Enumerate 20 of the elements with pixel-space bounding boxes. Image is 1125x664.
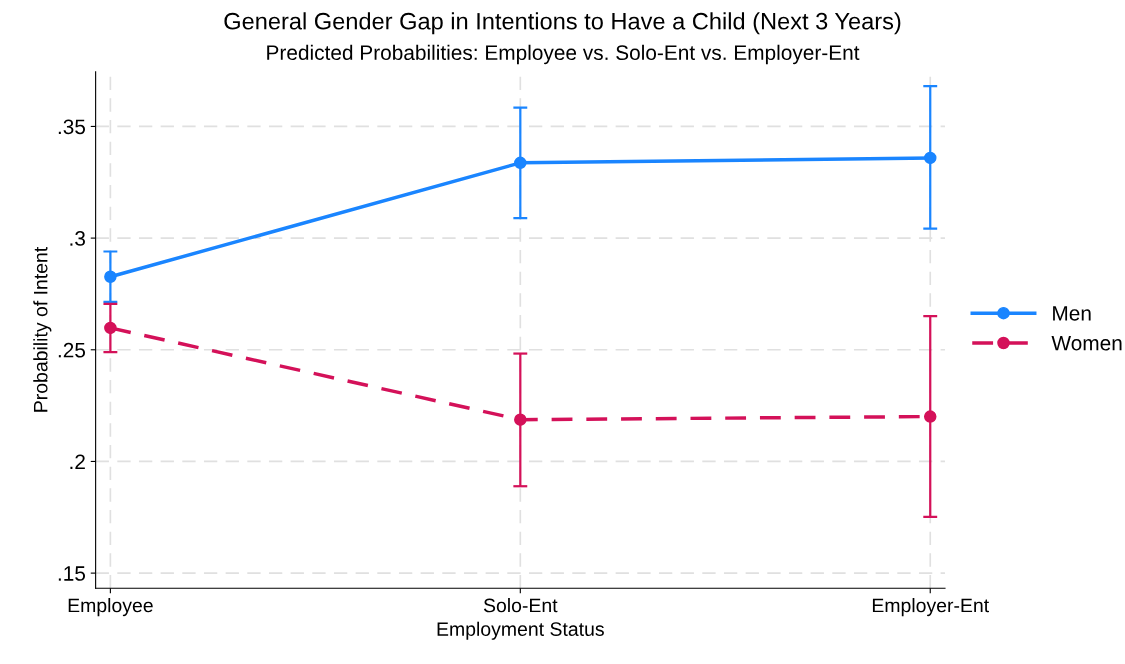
point (923, 151, 937, 165)
point (923, 410, 937, 423)
legend-label: Women (1051, 335, 1122, 351)
y-tick-label: .25 (58, 342, 86, 358)
y-tick-label: .3 (70, 231, 85, 246)
y-tick-label: .15 (58, 566, 86, 581)
point (104, 321, 117, 335)
point (104, 270, 117, 283)
legend-label: Men (1053, 306, 1091, 321)
chart-title: General Gender Gap in Intentions to Have a Child (Next 3 Years) (224, 12, 901, 35)
point (514, 413, 527, 426)
x-tick-label: Solo-Ent (483, 598, 558, 613)
y-tick-label: .35 (58, 119, 86, 135)
x-tick-label: Employee (68, 598, 153, 617)
x-axis-title: Employment Status (437, 621, 604, 640)
point (514, 156, 527, 170)
x-tick-label: Employer-Ent (872, 598, 989, 617)
y-tick-label: .2 (70, 454, 85, 469)
y-axis-title: Probability of Intent (33, 246, 52, 412)
chart-subtitle: Predicted Probabilities: Employee vs. Solo-Ent vs. Employer-Ent (267, 44, 860, 65)
